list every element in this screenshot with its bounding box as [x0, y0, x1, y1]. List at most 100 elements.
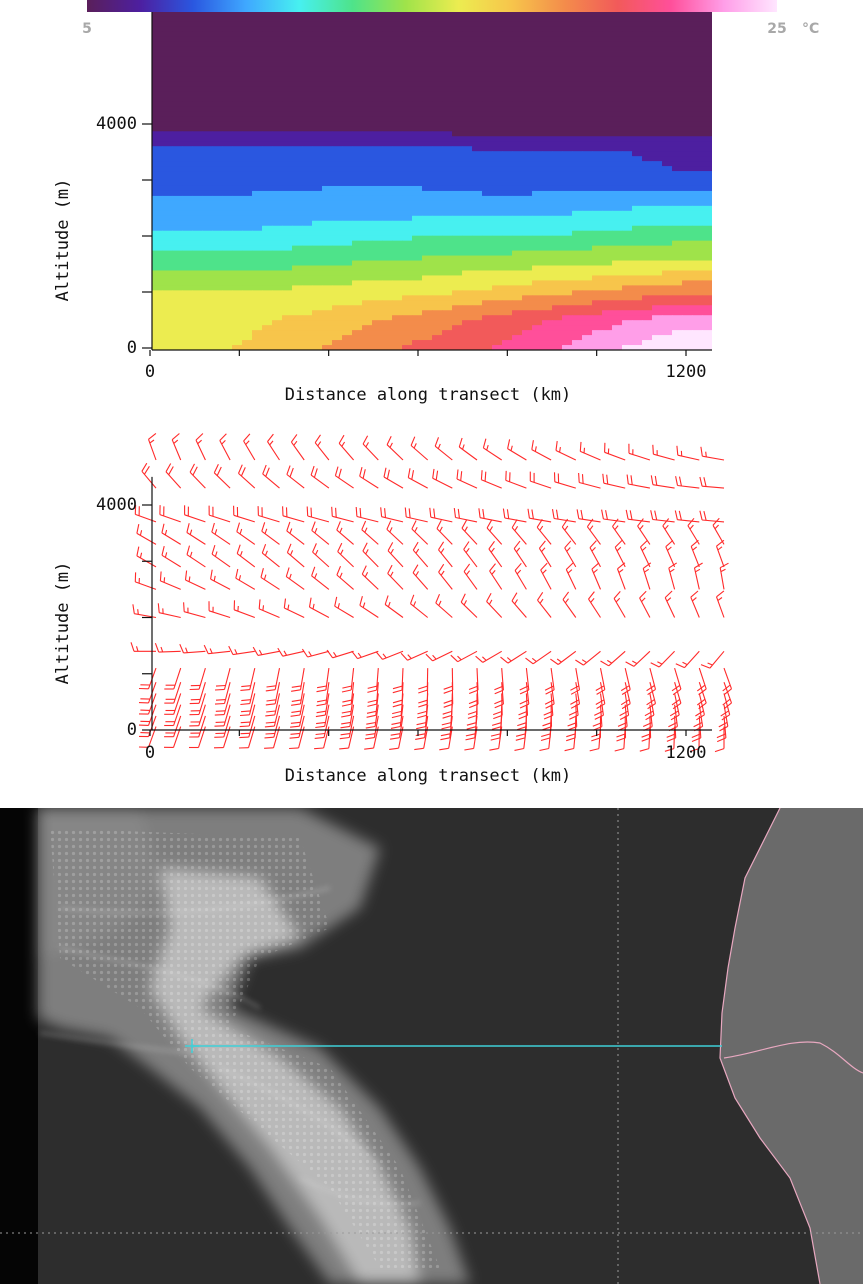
temperature-cell [252, 26, 263, 33]
temperature-cell [382, 81, 393, 88]
temperature-cell [612, 260, 623, 267]
temperature-cell [302, 86, 313, 93]
temperature-cell [312, 76, 323, 83]
temperature-cell [302, 330, 313, 336]
temperature-cell [692, 320, 703, 326]
temperature-cell [422, 235, 433, 242]
temperature-cell [522, 295, 533, 301]
temperature-cell [692, 235, 703, 242]
temperature-cell [152, 146, 163, 152]
temperature-cell [522, 76, 533, 83]
temperature-cell [382, 315, 393, 321]
temperature-cell [332, 51, 343, 58]
temperature-cell [272, 260, 283, 267]
temperature-cell [552, 71, 563, 78]
temperature-cell [552, 141, 563, 147]
temperature-cell [442, 101, 453, 108]
temperature-cell [492, 91, 503, 98]
temperature-cell [362, 26, 373, 33]
temperature-cell [562, 56, 573, 63]
temperature-cell [482, 270, 493, 277]
temperature-cell [592, 280, 603, 286]
temperature-cell [182, 330, 193, 336]
temperature-cell [362, 280, 373, 286]
temperature-cell [642, 325, 653, 331]
temperature-cell [392, 36, 403, 43]
temperature-cell [512, 195, 523, 202]
temperature-cell [642, 190, 653, 197]
temperature-cell [412, 171, 423, 177]
temperature-cell [582, 275, 593, 282]
temperature-cell [622, 190, 633, 197]
temperature-cell [162, 285, 173, 291]
temperature-cell [332, 96, 343, 103]
temperature-cell [662, 136, 673, 142]
temperature-cell [692, 146, 703, 152]
temperature-cell [332, 185, 343, 192]
temperature-cell [372, 131, 383, 137]
temperature-cell [492, 41, 503, 48]
temperature-cell [512, 265, 523, 272]
temperature-cell [322, 171, 333, 177]
wind-barb [277, 647, 305, 657]
temperature-cell [172, 185, 183, 192]
temperature-cell [382, 176, 393, 182]
temperature-cell [602, 76, 613, 83]
temperature-cell [542, 245, 553, 252]
temperature-cell [422, 190, 433, 197]
temperature-cell [612, 171, 623, 177]
temperature-cell [312, 255, 323, 262]
temperature-cell [372, 161, 383, 167]
temperature-cell [552, 300, 563, 306]
temperature-cell [162, 185, 173, 192]
temperature-cell [702, 141, 712, 147]
temperature-cell [522, 36, 533, 43]
temperature-cell [232, 106, 243, 113]
wind-barb [367, 682, 379, 707]
temperature-cell [672, 12, 683, 18]
temperature-cell [242, 290, 253, 296]
temperature-cell [252, 146, 263, 152]
temperature-cell [542, 315, 553, 321]
temperature-cell [202, 235, 213, 242]
temperature-cell [182, 275, 193, 282]
temperature-cell [462, 185, 473, 192]
temperature-cell [452, 91, 463, 98]
temperature-cell [652, 61, 663, 68]
temperature-cell [192, 280, 203, 286]
temperature-cell [292, 195, 303, 202]
temperature-cell [152, 91, 163, 98]
temperature-cell [472, 215, 483, 222]
temperature-cell [482, 131, 493, 137]
temperature-field [152, 12, 712, 350]
temperature-cell [182, 315, 193, 321]
temperature-cell [292, 76, 303, 83]
wind-barb [674, 510, 700, 523]
temperature-cell [322, 235, 333, 242]
temperature-cell [402, 116, 413, 122]
temperature-cell [702, 280, 712, 286]
temperature-cell [502, 275, 513, 282]
temperature-cell [672, 81, 683, 88]
temperature-cell [672, 295, 683, 301]
temperature-cell [572, 21, 583, 28]
temperature-cell [162, 161, 173, 167]
temperature-cell [692, 91, 703, 98]
temperature-cell [222, 255, 233, 262]
temperature-cell [542, 141, 553, 147]
temperature-cell [312, 41, 323, 48]
temperature-cell [572, 146, 583, 152]
temperature-cell [442, 230, 453, 237]
temperature-cell [482, 71, 493, 78]
temperature-cell [352, 225, 363, 232]
temperature-cell [652, 325, 663, 331]
temperature-cell [282, 141, 293, 147]
temperature-cell [672, 161, 683, 167]
wind-barb [239, 715, 256, 739]
wind-barb [184, 570, 206, 590]
temperature-cell [622, 210, 633, 217]
wind-barb [290, 704, 305, 728]
temperature-cell [482, 26, 493, 33]
temperature-cell [452, 51, 463, 58]
temperature-cell [222, 26, 233, 33]
